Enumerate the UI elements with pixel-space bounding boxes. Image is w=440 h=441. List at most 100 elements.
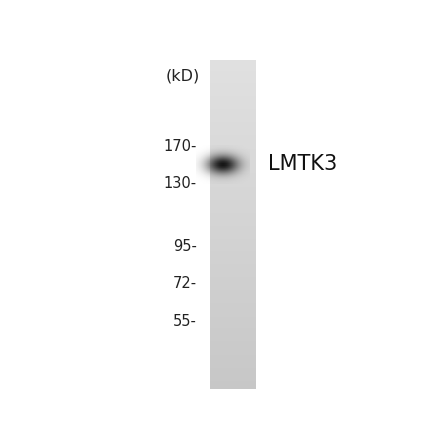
Text: 55-: 55- xyxy=(172,314,197,329)
Bar xyxy=(210,231,256,233)
Bar xyxy=(210,86,256,88)
Bar xyxy=(210,224,256,226)
Bar xyxy=(210,386,256,388)
Bar xyxy=(210,371,256,373)
Bar xyxy=(210,83,256,84)
Bar xyxy=(210,335,256,336)
Bar xyxy=(210,388,256,389)
Bar xyxy=(210,157,256,158)
Bar xyxy=(210,364,256,366)
Bar xyxy=(210,221,256,223)
Bar xyxy=(210,369,256,371)
Bar xyxy=(210,355,256,356)
Bar xyxy=(210,340,256,341)
Bar xyxy=(210,279,256,280)
Bar xyxy=(210,228,256,229)
Bar xyxy=(210,165,256,167)
Bar xyxy=(210,338,256,340)
Bar xyxy=(210,376,256,377)
Bar xyxy=(210,330,256,332)
Bar xyxy=(210,196,256,198)
Bar xyxy=(210,300,256,302)
Bar xyxy=(210,246,256,247)
Bar xyxy=(210,132,256,134)
Bar xyxy=(210,223,256,224)
Bar xyxy=(210,321,256,323)
Bar xyxy=(210,288,256,290)
Bar xyxy=(210,382,256,384)
Bar xyxy=(210,71,256,73)
Bar xyxy=(210,198,256,200)
Bar xyxy=(210,358,256,359)
Bar xyxy=(210,88,256,90)
Bar xyxy=(210,175,256,177)
Bar xyxy=(210,353,256,355)
Bar xyxy=(210,202,256,203)
Bar xyxy=(210,134,256,135)
Bar xyxy=(210,106,256,108)
Bar xyxy=(210,265,256,267)
Bar xyxy=(210,147,256,149)
Bar xyxy=(210,96,256,97)
Bar xyxy=(210,325,256,326)
Bar xyxy=(210,332,256,333)
Bar xyxy=(210,152,256,153)
Bar xyxy=(210,226,256,228)
Bar xyxy=(210,142,256,144)
Bar xyxy=(210,285,256,287)
Bar xyxy=(210,135,256,137)
Bar xyxy=(210,116,256,117)
Bar xyxy=(210,359,256,361)
Bar xyxy=(210,366,256,368)
Bar xyxy=(210,78,256,79)
Bar xyxy=(210,75,256,76)
Bar xyxy=(210,164,256,165)
Bar xyxy=(210,214,256,216)
Bar xyxy=(210,206,256,208)
Bar xyxy=(210,140,256,142)
Bar xyxy=(210,60,256,61)
Bar xyxy=(210,258,256,259)
Bar xyxy=(210,209,256,211)
Bar xyxy=(210,379,256,381)
Bar xyxy=(210,101,256,102)
Bar xyxy=(210,91,256,93)
Bar xyxy=(210,167,256,168)
Bar xyxy=(210,356,256,358)
Bar xyxy=(210,229,256,231)
Bar xyxy=(210,114,256,116)
Bar xyxy=(210,280,256,282)
Bar xyxy=(210,282,256,284)
Bar xyxy=(210,193,256,195)
Bar xyxy=(210,346,256,348)
Bar xyxy=(210,183,256,185)
Bar xyxy=(210,294,256,295)
Bar xyxy=(210,326,256,328)
Bar xyxy=(210,310,256,312)
Bar xyxy=(210,149,256,150)
Bar xyxy=(210,308,256,310)
Bar xyxy=(210,361,256,363)
Bar xyxy=(210,243,256,244)
Bar xyxy=(210,269,256,270)
Bar xyxy=(210,73,256,75)
Bar xyxy=(210,238,256,239)
Bar xyxy=(210,208,256,209)
Bar xyxy=(210,122,256,124)
Bar xyxy=(210,317,256,318)
Text: 72-: 72- xyxy=(172,276,197,291)
Bar xyxy=(210,109,256,111)
Bar xyxy=(210,108,256,109)
Bar xyxy=(210,79,256,81)
Bar xyxy=(210,129,256,131)
Bar xyxy=(210,218,256,220)
Bar xyxy=(210,99,256,101)
Bar xyxy=(210,191,256,193)
Bar xyxy=(210,305,256,307)
Bar xyxy=(210,111,256,112)
Bar xyxy=(210,203,256,205)
Bar xyxy=(210,254,256,256)
Bar xyxy=(210,139,256,140)
Bar xyxy=(210,343,256,344)
Bar xyxy=(210,127,256,129)
